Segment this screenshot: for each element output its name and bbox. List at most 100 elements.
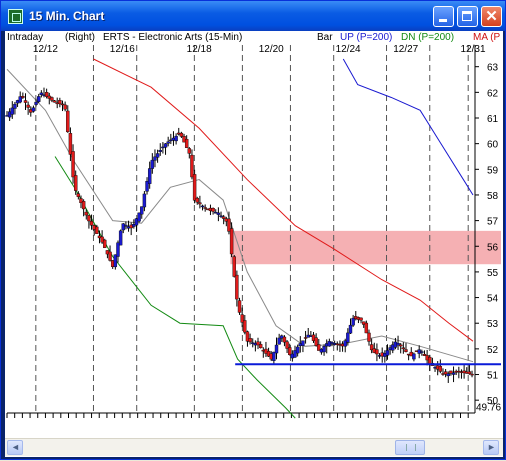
- candle-body: [21, 96, 25, 98]
- candle-body: [277, 337, 281, 345]
- candle-body: [243, 320, 247, 333]
- candle-body: [346, 332, 350, 343]
- scroll-right-button[interactable]: ►: [483, 440, 499, 455]
- candle-body: [52, 100, 57, 103]
- candle-body: [422, 353, 427, 356]
- candle-body: [124, 224, 128, 227]
- scroll-thumb[interactable]: [395, 440, 425, 455]
- grip-icon: [406, 444, 416, 451]
- upper-band-line: [342, 58, 474, 196]
- candle-body: [232, 256, 236, 277]
- candle-body: [322, 346, 326, 353]
- price-tick-label: 55: [487, 268, 499, 279]
- candle-body: [301, 340, 305, 346]
- candle-body: [229, 228, 234, 255]
- candle-body: [158, 150, 162, 152]
- candle-body: [73, 175, 78, 191]
- candle-body: [79, 198, 83, 204]
- dn-band-label: DN (P=200): [401, 32, 455, 43]
- close-button[interactable]: ✕: [481, 6, 502, 27]
- candle-body: [359, 317, 363, 321]
- price-tick-label: 57: [487, 217, 499, 228]
- last-price-label: 49.76: [476, 402, 501, 413]
- scroll-left-button[interactable]: ◄: [7, 440, 23, 455]
- maximize-button[interactable]: [457, 6, 478, 27]
- candle-body: [18, 96, 22, 103]
- lower-band-line: [54, 156, 296, 419]
- horizontal-scrollbar[interactable]: ◄ ►: [5, 438, 503, 456]
- candle-body: [142, 193, 147, 208]
- candle-body: [187, 148, 192, 154]
- candle-body: [420, 351, 424, 353]
- candle-body: [163, 143, 168, 148]
- candle-body: [44, 92, 49, 97]
- date-tick-label: 12/20: [259, 44, 284, 55]
- candle-body: [443, 371, 448, 375]
- candle-body: [179, 132, 184, 137]
- candle-body: [451, 372, 456, 375]
- candle-body: [10, 107, 14, 115]
- candle-body: [184, 138, 189, 148]
- candle-body: [132, 223, 136, 227]
- candle-body: [303, 337, 308, 339]
- minimize-button[interactable]: [433, 6, 454, 27]
- candle-body: [71, 151, 75, 178]
- candle-body: [121, 223, 125, 231]
- candle-body: [89, 221, 94, 226]
- price-tick-label: 63: [487, 63, 499, 74]
- price-tick-label: 51: [487, 371, 499, 382]
- candle-body: [39, 92, 44, 95]
- moving-average-line: [93, 58, 474, 342]
- maximize-icon: [462, 11, 472, 21]
- window-title: 15 Min. Chart: [29, 9, 105, 23]
- candle-body: [272, 351, 276, 361]
- candle-body: [438, 366, 443, 372]
- candle-body: [240, 314, 244, 323]
- candle-body: [282, 336, 287, 343]
- candle-body: [155, 153, 160, 158]
- candle-body: [285, 341, 289, 349]
- candle-body: [47, 95, 51, 99]
- left-arrow-icon: ◄: [11, 442, 20, 452]
- candle-body: [256, 341, 260, 346]
- date-tick-label: 12/24: [336, 44, 361, 55]
- candle-body: [31, 107, 36, 112]
- minimize-icon: [439, 19, 447, 22]
- candle-body: [330, 342, 334, 344]
- candle-body: [245, 331, 250, 342]
- candle-body: [198, 202, 202, 205]
- up-band-label: UP (P=200): [340, 32, 393, 43]
- candle-body: [237, 300, 242, 313]
- candle-body: [113, 254, 118, 268]
- candle-body: [385, 350, 390, 356]
- price-tick-label: 58: [487, 191, 499, 202]
- candle-body: [200, 205, 205, 208]
- candle-body: [251, 342, 255, 344]
- candle-body: [317, 344, 321, 351]
- candle-body: [367, 332, 371, 342]
- candle-body: [369, 344, 374, 351]
- candle-body: [295, 346, 300, 354]
- candle-body: [145, 181, 149, 192]
- chart-app-icon[interactable]: [8, 9, 23, 24]
- candle-body: [134, 218, 139, 226]
- candle-body: [211, 208, 215, 212]
- close-icon: ✕: [485, 8, 498, 25]
- candle-body: [147, 168, 152, 184]
- candle-body: [108, 251, 112, 261]
- candle-body: [343, 340, 347, 347]
- axis-side-label: (Right): [65, 32, 96, 43]
- ma-label: MA (P: [473, 32, 501, 43]
- candle-body: [470, 373, 474, 376]
- date-tick-label: 12/31: [460, 44, 485, 55]
- title-bar[interactable]: 15 Min. Chart ✕: [1, 1, 505, 31]
- candle-body: [66, 110, 70, 133]
- candle-body: [227, 218, 231, 232]
- candle-body: [288, 347, 292, 356]
- candle-body: [195, 197, 199, 203]
- price-tick-label: 54: [487, 294, 499, 305]
- candle-body: [203, 207, 207, 209]
- date-tick-label: 12/12: [33, 44, 58, 55]
- price-tick-label: 59: [487, 165, 499, 176]
